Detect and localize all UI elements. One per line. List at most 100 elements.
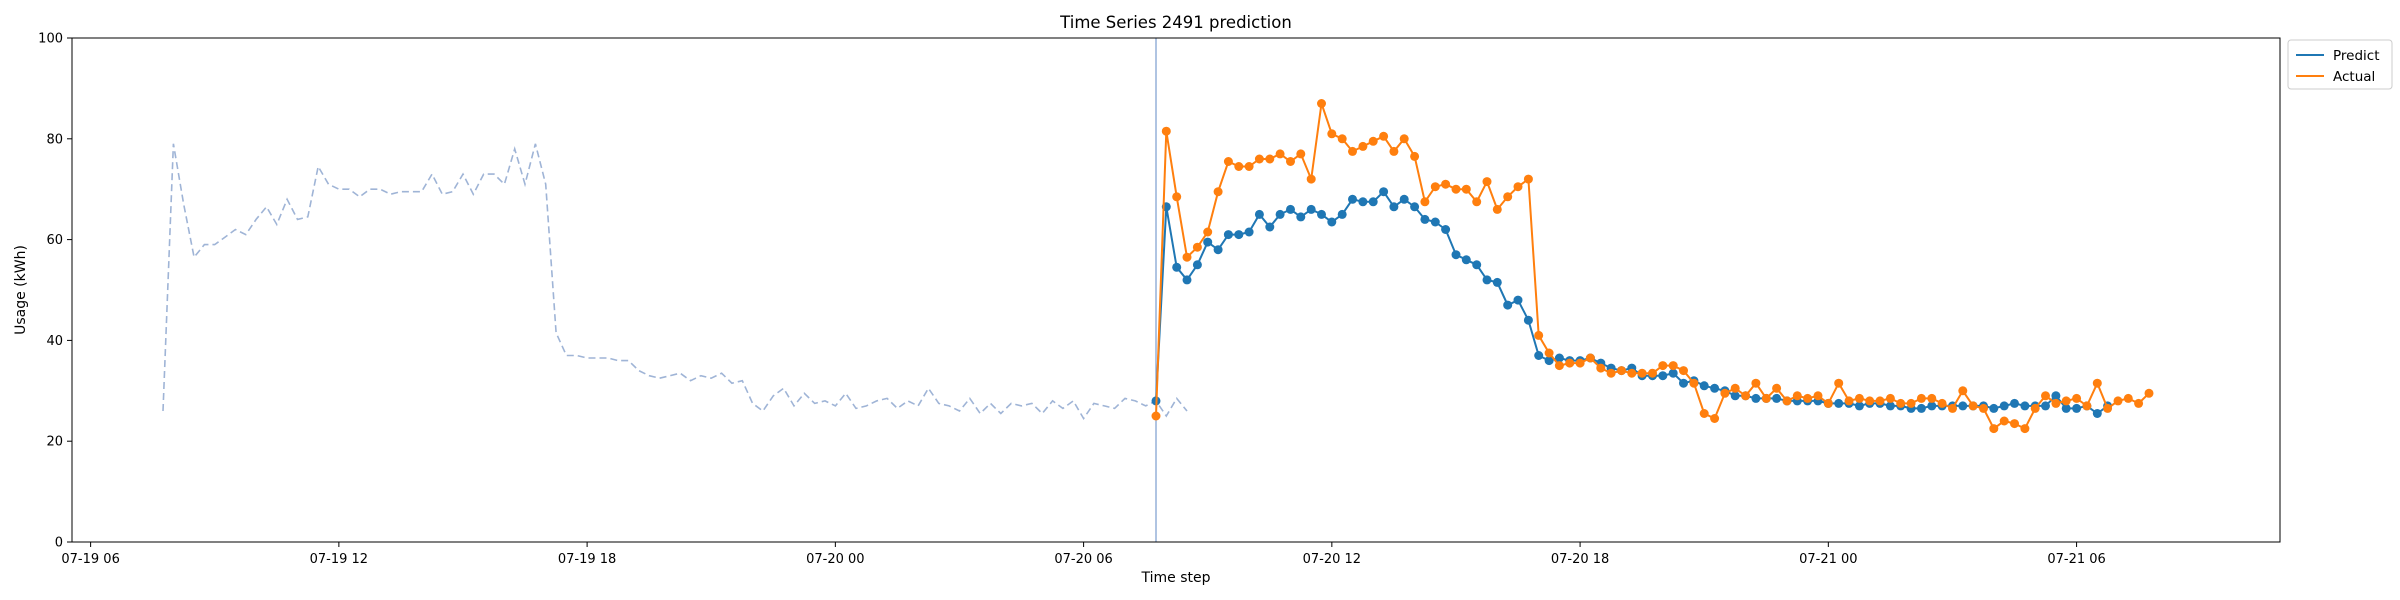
data-point-actual-70 xyxy=(1875,396,1885,406)
data-point-actual-69 xyxy=(1865,396,1875,406)
data-point-actual-26 xyxy=(1420,197,1430,207)
data-point-actual-27 xyxy=(1430,182,1440,192)
data-point-actual-64 xyxy=(1813,391,1823,401)
data-point-actual-87 xyxy=(2051,398,2061,408)
data-point-predict-3 xyxy=(1182,275,1192,285)
data-point-actual-47 xyxy=(1637,368,1647,378)
data-point-actual-83 xyxy=(2010,419,2019,429)
data-point-predict-78 xyxy=(1958,401,1968,411)
data-point-actual-90 xyxy=(2082,401,2092,411)
data-point-actual-29 xyxy=(1451,184,1461,194)
data-point-actual-19 xyxy=(1348,146,1357,156)
y-tick-label-60: 60 xyxy=(46,233,63,248)
data-point-actual-1 xyxy=(1161,126,1171,136)
data-point-actual-36 xyxy=(1523,174,1533,184)
data-point-predict-60 xyxy=(1772,393,1782,403)
data-point-actual-88 xyxy=(2061,396,2071,406)
plot-area xyxy=(162,38,2154,542)
data-point-predict-75 xyxy=(1927,401,1937,411)
data-point-actual-75 xyxy=(1927,393,1937,403)
data-point-actual-6 xyxy=(1213,187,1223,197)
data-point-actual-22 xyxy=(1379,131,1389,141)
x-tick-label-5: 07-20 12 xyxy=(1303,552,1361,567)
data-point-predict-29 xyxy=(1451,250,1461,260)
data-point-actual-79 xyxy=(1968,401,1978,411)
data-point-actual-15 xyxy=(1306,174,1316,184)
data-point-actual-2 xyxy=(1172,192,1182,202)
data-point-actual-33 xyxy=(1492,204,1502,214)
data-point-predict-35 xyxy=(1513,295,1523,305)
data-point-actual-44 xyxy=(1606,368,1616,378)
data-point-actual-11 xyxy=(1265,154,1275,164)
x-tick-label-1: 07-19 12 xyxy=(310,552,368,567)
data-point-actual-68 xyxy=(1854,393,1864,403)
data-point-actual-78 xyxy=(1958,386,1968,396)
data-point-predict-22 xyxy=(1379,187,1389,197)
x-tick-label-7: 07-21 00 xyxy=(1799,552,1857,567)
data-point-actual-57 xyxy=(1741,391,1751,401)
data-point-predict-33 xyxy=(1492,277,1502,287)
data-point-actual-31 xyxy=(1472,197,1482,207)
data-point-actual-49 xyxy=(1658,361,1668,371)
data-point-predict-68 xyxy=(1854,401,1864,411)
data-point-actual-17 xyxy=(1327,129,1337,139)
x-tick-label-4: 07-20 06 xyxy=(1054,552,1112,567)
data-point-actual-54 xyxy=(1710,414,1720,423)
data-point-actual-59 xyxy=(1761,393,1771,403)
data-point-predict-24 xyxy=(1399,194,1409,204)
data-point-predict-54 xyxy=(1710,383,1720,393)
data-point-predict-84 xyxy=(2020,401,2030,411)
data-point-predict-83 xyxy=(2010,398,2019,408)
data-point-actual-52 xyxy=(1689,378,1699,388)
data-point-actual-40 xyxy=(1565,358,1575,368)
data-point-actual-16 xyxy=(1317,99,1326,108)
data-point-actual-41 xyxy=(1575,358,1585,368)
data-point-predict-18 xyxy=(1337,209,1347,219)
data-point-predict-14 xyxy=(1296,212,1306,222)
data-point-predict-39 xyxy=(1554,353,1564,363)
data-point-actual-50 xyxy=(1668,361,1678,371)
data-point-actual-66 xyxy=(1834,378,1844,388)
data-point-predict-71 xyxy=(1885,401,1895,411)
data-point-predict-81 xyxy=(1989,403,1999,413)
data-point-predict-26 xyxy=(1420,214,1430,224)
data-point-actual-92 xyxy=(2103,403,2113,413)
data-point-actual-63 xyxy=(1803,393,1813,403)
data-point-actual-4 xyxy=(1192,242,1202,252)
data-point-predict-91 xyxy=(2092,409,2102,418)
x-tick-label-8: 07-21 06 xyxy=(2047,552,2105,567)
y-tick-label-0: 0 xyxy=(55,536,63,551)
data-point-predict-5 xyxy=(1203,237,1213,247)
data-point-actual-24 xyxy=(1399,134,1409,144)
data-point-actual-80 xyxy=(1979,403,1988,413)
data-point-actual-32 xyxy=(1482,177,1492,187)
data-point-predict-87 xyxy=(2051,391,2061,401)
legend-label-actual: Actual xyxy=(2333,69,2375,85)
plot-frame xyxy=(71,37,2281,543)
data-point-actual-91 xyxy=(2092,378,2102,388)
data-point-actual-5 xyxy=(1203,227,1213,237)
legend-label-predict: Predict xyxy=(2333,48,2380,64)
data-point-actual-55 xyxy=(1720,388,1730,398)
data-point-predict-34 xyxy=(1503,300,1513,310)
data-point-predict-82 xyxy=(1999,401,2009,411)
data-point-predict-10 xyxy=(1254,209,1264,219)
data-point-predict-23 xyxy=(1389,202,1399,212)
series-line-predict xyxy=(1155,190,2109,415)
data-point-actual-30 xyxy=(1461,184,1471,194)
data-point-predict-25 xyxy=(1410,202,1420,212)
data-point-actual-72 xyxy=(1896,398,1906,408)
data-point-predict-30 xyxy=(1461,255,1471,265)
data-point-predict-50 xyxy=(1668,368,1678,378)
data-point-actual-65 xyxy=(1823,398,1833,408)
y-tick-label-20: 20 xyxy=(46,435,63,450)
data-point-actual-39 xyxy=(1554,361,1564,371)
data-point-actual-94 xyxy=(2123,393,2133,403)
data-point-actual-9 xyxy=(1244,162,1254,171)
data-point-predict-7 xyxy=(1223,230,1233,240)
data-point-predict-51 xyxy=(1679,378,1688,388)
y-axis-label: Usage (kWh) xyxy=(13,245,29,335)
axes: 0 20 40 60 80 100 07-19 06 07-19 12 07-19 18 07-2… xyxy=(38,32,2281,567)
